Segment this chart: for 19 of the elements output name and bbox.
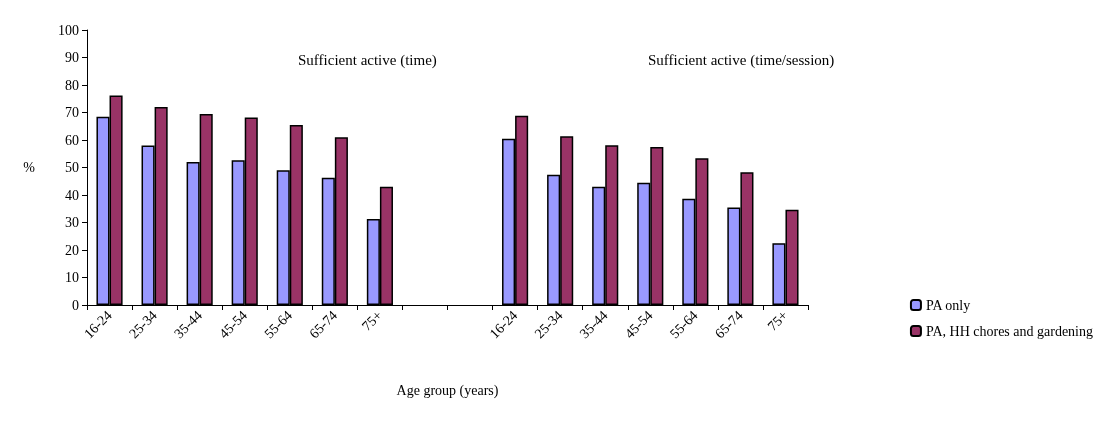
x-axis-title: Age group (years)	[396, 382, 499, 399]
y-tick-label: 0	[72, 297, 79, 313]
annotation: Sufficient active (time)	[298, 51, 437, 69]
y-tick-label: 70	[65, 105, 79, 120]
annotation: Sufficient active (time/session)	[648, 51, 835, 69]
y-tick-label: 20	[65, 242, 79, 258]
y-tick-label: 10	[65, 270, 79, 285]
y-tick-label: 30	[65, 215, 79, 230]
x-tick-label: 75+	[359, 307, 386, 334]
y-tick-label: 100	[58, 22, 79, 38]
y-axis-title: %	[23, 160, 36, 175]
y-tick-label: 60	[65, 132, 79, 148]
y-tick-label: 50	[65, 160, 79, 175]
x-tick-label: 75+	[764, 307, 791, 334]
y-tick-label: 80	[65, 77, 79, 93]
y-tick-label: 40	[65, 187, 79, 203]
legend-label: PA only	[925, 297, 971, 313]
legend-label: PA, HH chores and gardening	[925, 323, 1094, 339]
y-tick-label: 90	[65, 50, 79, 65]
